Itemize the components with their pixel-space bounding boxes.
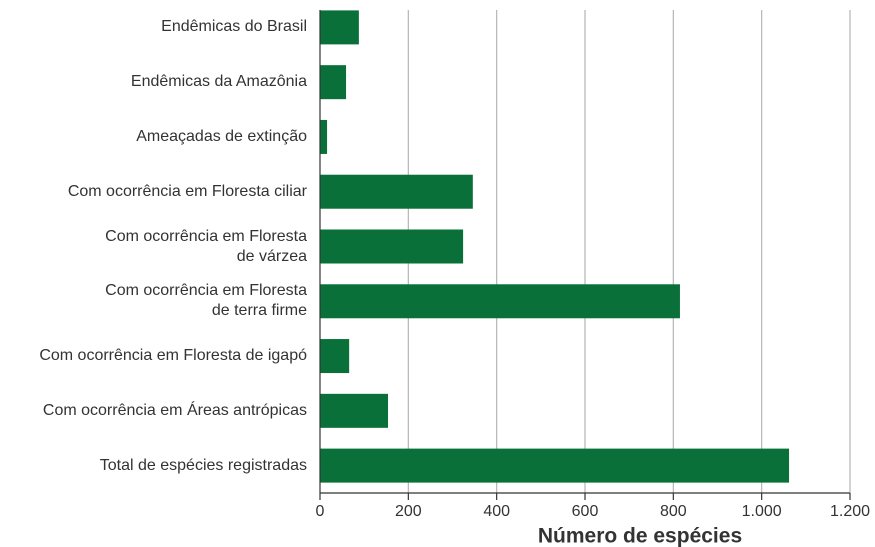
x-axis-title: Número de espécies (538, 525, 742, 547)
x-tick-label: 400 (483, 503, 510, 520)
bar (320, 339, 350, 374)
bar (320, 393, 389, 428)
x-tick-label: 0 (316, 503, 325, 520)
y-tick-label: Com ocorrência em Floresta ciliar (67, 182, 307, 200)
y-tick-label: Com ocorrência em Áreas antrópicas (42, 401, 307, 419)
y-tick-label: Ameaçadas de extinção (136, 127, 307, 145)
x-tick-label: 800 (660, 503, 687, 520)
y-tick-label: Endêmicas da Amazônia (130, 73, 307, 91)
x-tick-label: 200 (395, 503, 422, 520)
bar (320, 284, 680, 319)
bar (320, 65, 347, 100)
x-tick-label: 600 (572, 503, 599, 520)
y-tick-label: Total de espécies registradas (99, 456, 307, 474)
bar (320, 174, 473, 209)
bar (320, 10, 359, 45)
y-tick-label: Endêmicas do Brasil (161, 18, 307, 36)
bar (320, 448, 790, 483)
x-tick-label: 1.000 (742, 503, 782, 520)
bar (320, 229, 464, 264)
y-tick-label: Com ocorrência em Floresta de várzea (105, 227, 307, 265)
bar (320, 119, 328, 154)
y-tick-label: Com ocorrência em Floresta de igapó (39, 347, 307, 365)
y-tick-label: Com ocorrência em Floresta de terra firm… (105, 282, 307, 320)
x-tick-label: 1.200 (830, 503, 870, 520)
